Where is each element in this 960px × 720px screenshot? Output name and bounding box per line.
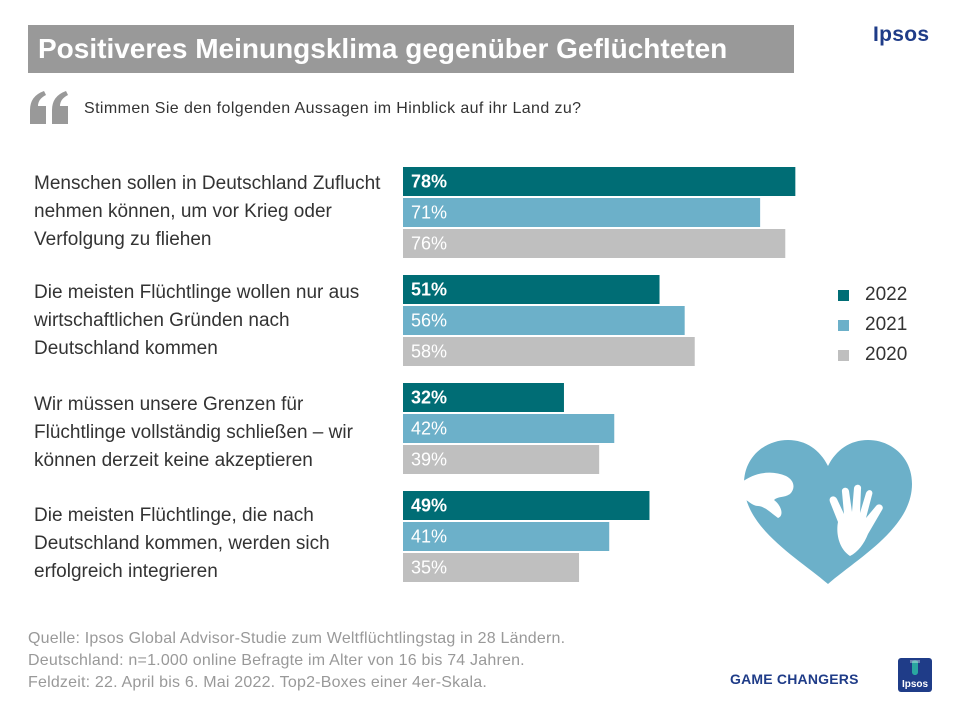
statement-label: Die meisten Flüchtlinge, die nach Deutsc… xyxy=(34,505,330,582)
legend-item-2021: 2021 xyxy=(838,310,907,340)
bar-2020-3 xyxy=(403,445,600,474)
chart-legend: 2022 2021 2020 xyxy=(838,280,907,370)
bar-value-label: 51% xyxy=(411,280,447,300)
ipsos-badge-icon: Ipsos xyxy=(898,658,932,692)
bar-value-label: 78% xyxy=(411,172,447,192)
bar-2022-3 xyxy=(403,383,564,412)
source-note: Quelle: Ipsos Global Advisor-Studie zum … xyxy=(28,628,565,694)
legend-item-2022: 2022 xyxy=(838,280,907,310)
bar-2021-1 xyxy=(403,198,761,227)
legend-label: 2021 xyxy=(865,314,908,335)
ipsos-logo: Ipsos xyxy=(873,23,930,46)
source-line: Feldzeit: 22. April bis 6. Mai 2022. Top… xyxy=(28,674,487,691)
bar-value-label: 35% xyxy=(411,558,447,578)
bar-value-label: 49% xyxy=(411,496,447,516)
bar-value-label: 41% xyxy=(411,527,447,547)
bar-value-label: 32% xyxy=(411,388,447,408)
bar-value-label: 56% xyxy=(411,311,447,331)
bar-2020-1 xyxy=(403,229,786,258)
legend-item-2020: 2020 xyxy=(838,340,907,370)
statement-label: Die meisten Flüchtlinge wollen nur aus w… xyxy=(34,282,360,359)
ipsos-badge-figure xyxy=(910,660,920,675)
heart-hands-icon xyxy=(742,440,912,584)
question-text: Stimmen Sie den folgenden Aussagen im Hi… xyxy=(84,100,582,117)
bar-value-label: 71% xyxy=(411,203,447,223)
statement-label: Wir müssen unsere Grenzen für Flüchtling… xyxy=(34,394,353,471)
bar-2021-3 xyxy=(403,414,615,443)
legend-swatch xyxy=(838,349,849,361)
bar-2020-2 xyxy=(403,337,695,366)
ipsos-badge-text: Ipsos xyxy=(901,679,929,690)
bar-2022-4 xyxy=(403,491,650,520)
bar-value-label: 42% xyxy=(411,419,447,439)
bar-value-label: 76% xyxy=(411,234,447,254)
legend-label: 2020 xyxy=(865,344,908,365)
bar-value-label: 39% xyxy=(411,450,447,470)
bar-value-label: 58% xyxy=(411,342,447,362)
legend-swatch xyxy=(838,289,849,301)
bar-2021-4 xyxy=(403,522,610,551)
legend-label: 2022 xyxy=(865,284,908,305)
page-title: Positiveres Meinungsklima gegenüber Gefl… xyxy=(28,25,794,73)
source-line: Quelle: Ipsos Global Advisor-Studie zum … xyxy=(28,630,566,647)
bar-2021-2 xyxy=(403,306,685,335)
source-line: Deutschland: n=1.000 online Befragte im … xyxy=(28,652,525,669)
legend-swatch xyxy=(838,319,849,331)
game-changers-tagline: GAME CHANGERS xyxy=(730,671,859,687)
bar-2022-2 xyxy=(403,275,660,304)
bar-2022-1 xyxy=(403,167,796,196)
quote-icon xyxy=(30,91,68,124)
statement-label: Menschen sollen in Deutschland Zuflucht … xyxy=(34,173,381,250)
bar-2020-4 xyxy=(403,553,580,582)
